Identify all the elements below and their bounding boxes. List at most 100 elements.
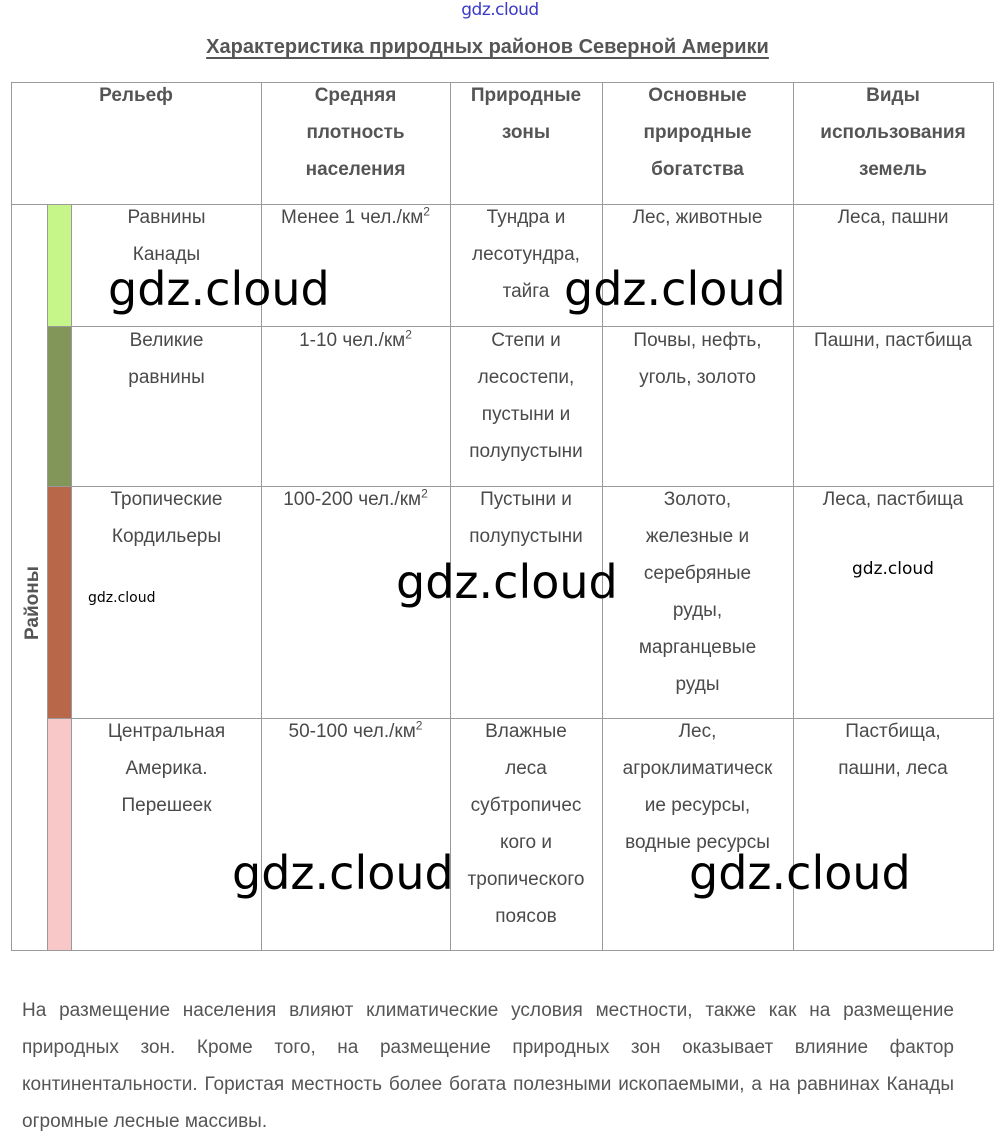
cell-text: Тропические — [110, 489, 223, 510]
header-density: Средняя плотность населения — [261, 77, 450, 188]
table-row-relief: Великие равнины — [72, 322, 261, 396]
header-text: Средняя — [314, 85, 397, 106]
region-color-stripe — [48, 487, 71, 718]
cell-text: Влажные — [485, 721, 567, 742]
column-divider — [602, 82, 603, 951]
header-relief: Рельеф — [11, 77, 261, 114]
header-bottom-border — [11, 204, 993, 205]
table-row-density: Менее 1 чел./км2 — [261, 199, 450, 236]
cell-text: полупустыни — [469, 441, 583, 462]
cell-text: Равнины — [127, 207, 206, 228]
cell-text: пустыни и — [481, 404, 571, 425]
cell-text: Золото, — [663, 489, 732, 510]
cell-text: Пастбища, — [845, 721, 941, 742]
regions-label: Районы — [22, 566, 43, 640]
superscript: 2 — [415, 718, 423, 733]
watermark: gdz.cloud — [689, 846, 911, 900]
row-divider — [48, 326, 993, 327]
header-text: зоны — [501, 122, 551, 143]
header-text: плотность — [306, 122, 405, 143]
cell-text: Великие — [129, 330, 204, 351]
watermark: gdz.cloud — [396, 555, 618, 609]
cell-text: тайга — [502, 281, 550, 302]
cell-text: Пашни, пастбища — [814, 330, 972, 351]
row-divider — [48, 718, 993, 719]
table-row-density: 1-10 чел./км2 — [261, 322, 450, 359]
watermark: gdz.cloud — [232, 846, 454, 900]
cell-text: субтропичес — [470, 795, 582, 816]
cell-text: водные ресурсы — [625, 832, 770, 853]
table-row-land-use: Леса, пашни — [793, 199, 993, 236]
cell-text: леса — [505, 758, 547, 779]
cell-text: Центральная — [107, 721, 226, 742]
cell-text: полупустыни — [469, 526, 583, 547]
region-color-stripe — [48, 719, 71, 950]
cell-text: Лес, животные — [632, 207, 763, 228]
cell-text: Пустыни и — [480, 489, 572, 510]
header-text: Природные — [470, 85, 582, 106]
column-divider — [793, 82, 794, 951]
table-row-land-use: Пастбища, пашни, леса — [793, 713, 993, 787]
column-divider — [261, 82, 262, 951]
cell-text: Тундра и — [486, 207, 566, 228]
cell-text: лесотундра, — [472, 244, 580, 265]
header-text: природные — [643, 122, 752, 143]
header-text: земель — [859, 159, 927, 180]
table-right-border — [993, 82, 994, 951]
cell-text: лесостепи, — [477, 367, 575, 388]
cell-text: Канады — [132, 244, 201, 265]
table-row-density: 50-100 чел./км2 — [261, 713, 450, 750]
page-title: Характеристика природных районов Северно… — [206, 36, 769, 58]
table-row-relief: Равнины Канады — [72, 199, 261, 273]
table-row-zones: Пустыни и полупустыни — [450, 481, 602, 555]
cell-text: пашни, леса — [838, 758, 948, 779]
watermark: gdz.cloud — [108, 262, 330, 316]
region-color-stripe — [48, 205, 71, 326]
cell-text: марганцевые — [638, 637, 757, 658]
cell-text: Лес, — [678, 721, 717, 742]
table-row-resources: Лес, агроклиматическ ие ресурсы, водные … — [602, 713, 793, 861]
summary-paragraph: На размещение населения влияют климатиче… — [22, 1000, 954, 1132]
header-text: Основные — [648, 85, 747, 106]
watermark: gdz.cloud — [564, 262, 786, 316]
cell-text: поясов — [495, 906, 557, 927]
watermark: gdz.cloud — [852, 559, 934, 579]
cell-text: серебряные — [643, 563, 752, 584]
cell-text: 100-200 чел./км — [283, 489, 422, 510]
cell-text: железные и — [645, 526, 750, 547]
table-left-border — [11, 82, 12, 951]
header-zones: Природные зоны — [450, 77, 602, 151]
watermark: gdz.cloud — [88, 590, 156, 606]
cell-text: 1-10 чел./км — [299, 330, 406, 351]
cell-text: Леса, пастбища — [822, 489, 964, 510]
cell-text: Менее 1 чел./км — [281, 207, 424, 228]
table-row-land-use: Леса, пастбища — [793, 481, 993, 518]
regions-divider — [47, 204, 48, 951]
table-row-resources: Золото, железные и серебряные руды, марг… — [602, 481, 793, 703]
header-text: населения — [305, 159, 406, 180]
cell-text: Кордильеры — [111, 526, 222, 547]
watermark-top: gdz.cloud — [461, 0, 539, 20]
header-text: Рельеф — [99, 85, 173, 106]
cell-text: Америка. — [125, 758, 208, 779]
cell-text: равнины — [128, 367, 205, 388]
cell-text: Степи и — [491, 330, 561, 351]
table-top-border — [11, 82, 993, 83]
header-text: Виды — [866, 85, 920, 106]
cell-text: Почвы, нефть, — [633, 330, 762, 351]
table-row-zones: Тундра и лесотундра, тайга — [450, 199, 602, 310]
table-row-zones: Степи и лесостепи, пустыни и полупустыни — [450, 322, 602, 470]
cell-text: тропического — [467, 869, 585, 890]
table-row-relief: Центральная Америка. Перешеек — [72, 713, 261, 824]
table-row-density: 100-200 чел./км2 — [261, 481, 450, 518]
header-text: использования — [820, 122, 966, 143]
table-row-zones: Влажные леса субтропичес кого и тропичес… — [450, 713, 602, 935]
row-divider — [48, 486, 993, 487]
stripe-divider — [71, 204, 72, 951]
table-row-resources: Лес, животные — [602, 199, 793, 236]
superscript: 2 — [421, 486, 428, 501]
region-color-stripe — [48, 327, 71, 486]
cell-text: Перешеек — [121, 795, 212, 816]
header-land-use: Виды использования земель — [793, 77, 993, 188]
superscript: 2 — [405, 327, 412, 342]
